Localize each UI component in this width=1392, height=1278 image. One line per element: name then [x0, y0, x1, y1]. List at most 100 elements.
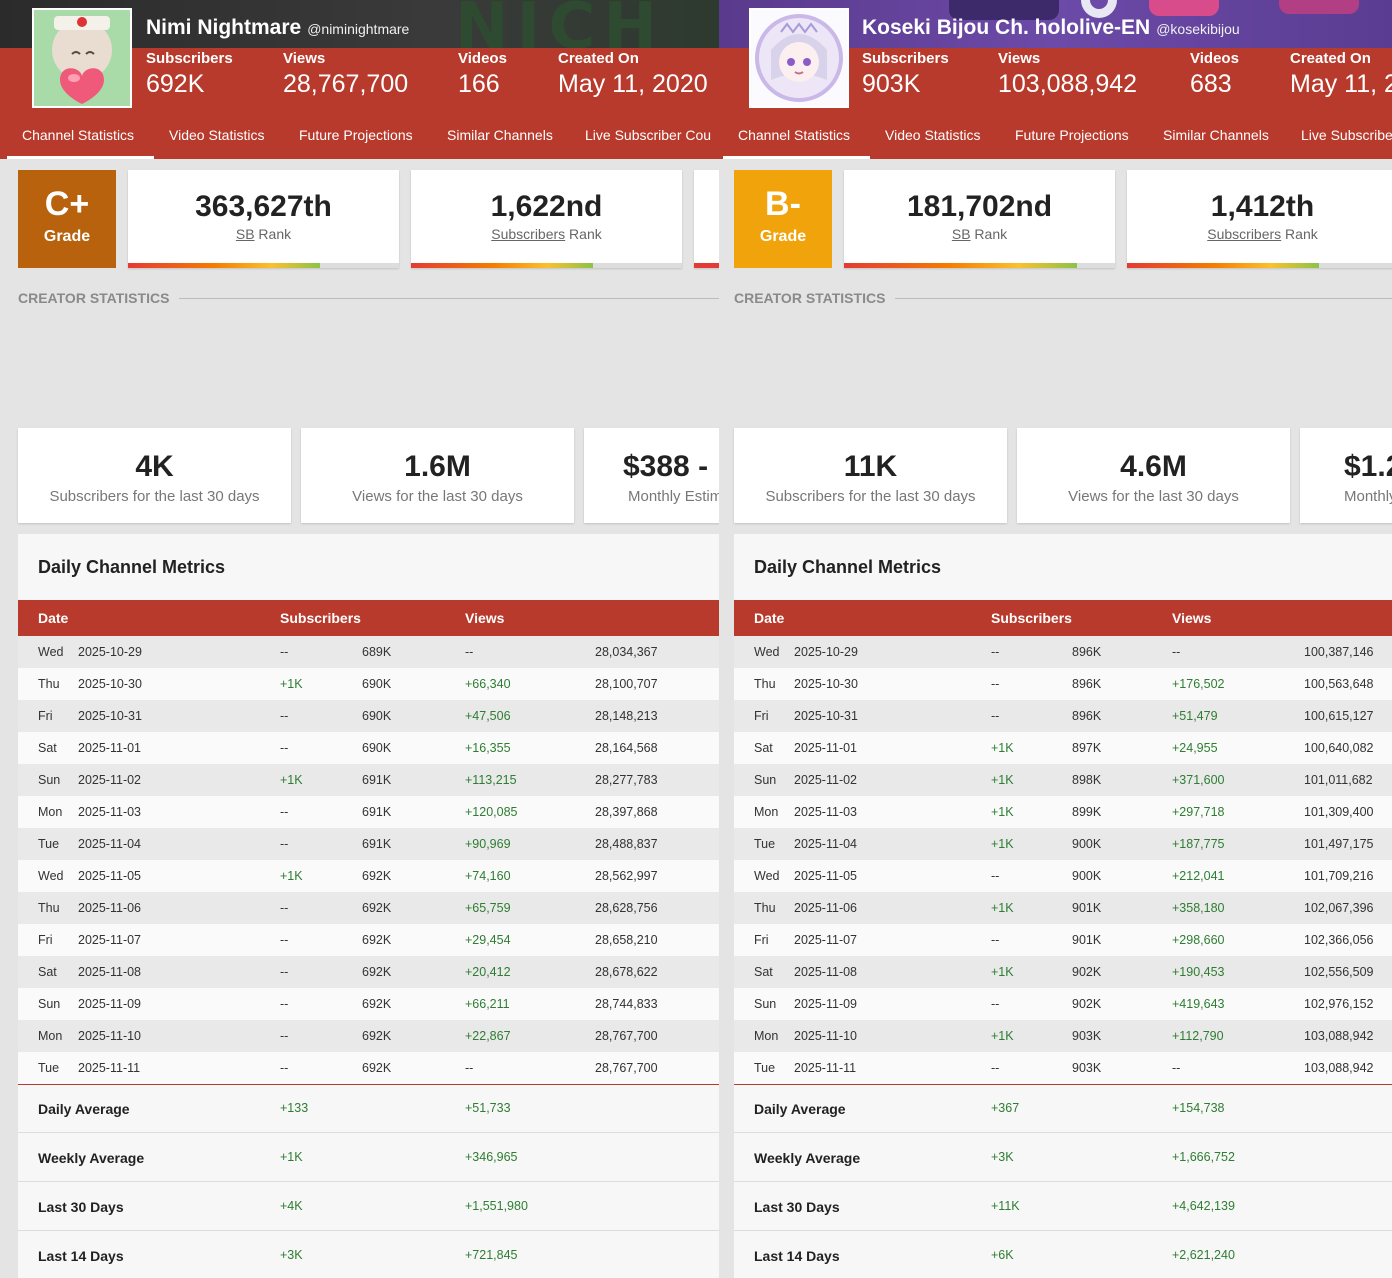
tab-video-statistics[interactable]: Video Statistics: [885, 127, 981, 143]
cell-subscribers: 692K: [362, 1029, 392, 1043]
cell-views: 101,497,175: [1304, 837, 1374, 851]
tab-similar-channels[interactable]: Similar Channels: [1163, 127, 1269, 143]
cell-subscriber-change: +1K: [991, 741, 1014, 755]
cell-date: 2025-10-29: [794, 645, 858, 659]
cell-subscribers: 692K: [362, 869, 392, 883]
summary-subscribers: +6K: [991, 1248, 1014, 1262]
column-header-subscribers[interactable]: Subscribers: [991, 610, 1072, 626]
cell-subscribers: 690K: [362, 677, 392, 691]
daily-metrics-table: Daily Channel Metrics Date Subscribers V…: [18, 534, 719, 1278]
tab-channel-statistics[interactable]: Channel Statistics: [738, 127, 851, 143]
rank-suffix: Rank: [970, 226, 1008, 242]
cell-subscribers: 692K: [362, 997, 392, 1011]
table-row: Tue 2025-11-04 -- 691K +90,969 28,488,837: [18, 828, 719, 860]
cell-date: 2025-11-05: [78, 869, 142, 883]
stat-label: Videos: [458, 50, 507, 67]
rank-card-sb: 181,702nd SB Rank: [844, 170, 1115, 268]
rank-card-subscribers: 1,412th Subscribers Rank: [1127, 170, 1392, 268]
cell-view-change: +190,453: [1172, 965, 1225, 979]
summary-views: +346,965: [465, 1150, 518, 1164]
rank-term[interactable]: SB: [235, 226, 255, 242]
summary-subscribers: +367: [991, 1101, 1020, 1115]
cell-date: 2025-11-10: [794, 1029, 858, 1043]
summary-separator: [18, 1084, 719, 1085]
tab-live-subscriber-count[interactable]: Live Subscribe: [1301, 127, 1392, 143]
stat-card-subscribers-30d: 11K Subscribers for the last 30 days: [734, 428, 1007, 523]
rank-value: 1,412th: [1210, 190, 1315, 223]
cell-date: 2025-11-06: [78, 901, 142, 915]
cell-subscribers: 897K: [1072, 741, 1102, 755]
cell-subscribers: 899K: [1072, 805, 1102, 819]
cell-views: 28,658,210: [595, 933, 658, 947]
column-header-date[interactable]: Date: [38, 610, 69, 626]
cell-day: Mon: [754, 805, 779, 819]
tab-video-statistics[interactable]: Video Statistics: [169, 127, 265, 143]
stat-value: 28,767,700: [283, 70, 409, 98]
cell-date: 2025-11-03: [794, 805, 858, 819]
table-row: Mon 2025-11-03 +1K 899K +297,718 101,309,400: [734, 796, 1392, 828]
cell-subscribers: 902K: [1072, 965, 1102, 979]
summary-subscribers: +3K: [280, 1248, 303, 1262]
cell-day: Wed: [754, 645, 780, 659]
cell-subscriber-change: --: [991, 645, 1000, 659]
cell-date: 2025-11-08: [78, 965, 142, 979]
channel-panel-nimi: NICH Nimi Nightmare @niminightmare Subscr…: [0, 0, 719, 1278]
summary-label: Last 14 Days: [754, 1248, 840, 1264]
cell-date: 2025-11-09: [794, 997, 858, 1011]
table-row: Sat 2025-11-01 -- 690K +16,355 28,164,568: [18, 732, 719, 764]
cell-day: Tue: [754, 837, 776, 851]
channel-title[interactable]: Nimi Nightmare: [146, 16, 302, 39]
cell-subscriber-change: --: [280, 709, 289, 723]
cell-date: 2025-11-02: [794, 773, 858, 787]
tab-live-subscriber-count[interactable]: Live Subscriber Cou: [585, 127, 712, 143]
column-header-views[interactable]: Views: [465, 610, 505, 626]
cell-day: Sun: [754, 997, 777, 1011]
row-divider: [734, 1230, 1392, 1231]
stat-label: Subscribers: [862, 50, 949, 67]
cell-day: Thu: [754, 901, 776, 915]
channel-handle[interactable]: @niminightmare: [307, 21, 410, 37]
summary-label: Daily Average: [754, 1101, 846, 1117]
table-row: Fri 2025-11-07 -- 901K +298,660 102,366,056: [734, 924, 1392, 956]
column-header-views[interactable]: Views: [1172, 610, 1212, 626]
tab-channel-statistics[interactable]: Channel Statistics: [22, 127, 135, 143]
summary-views: +154,738: [1172, 1101, 1225, 1115]
summary-row: Last 30 Days +11K +4,642,139: [734, 1183, 1392, 1231]
cell-subscriber-change: --: [280, 933, 289, 947]
summary-row: Weekly Average +3K +1,666,752: [734, 1134, 1392, 1182]
summary-views: +2,621,240: [1172, 1248, 1235, 1262]
cell-views: 103,088,942: [1304, 1061, 1374, 1075]
column-header-subscribers[interactable]: Subscribers: [280, 610, 361, 626]
tab-future-projections[interactable]: Future Projections: [1015, 127, 1129, 143]
rank-term[interactable]: Subscribers: [1207, 226, 1282, 242]
row-divider: [18, 1181, 719, 1182]
table-row: Sat 2025-11-08 +1K 902K +190,453 102,556,509: [734, 956, 1392, 988]
stat-value: 166: [458, 70, 500, 98]
section-divider: [179, 298, 719, 299]
cell-date: 2025-11-11: [78, 1061, 141, 1075]
tab-similar-channels[interactable]: Similar Channels: [447, 127, 553, 143]
cell-subscribers: 900K: [1072, 837, 1102, 851]
column-header-date[interactable]: Date: [754, 610, 785, 626]
card-label: Monthly Estim: [628, 488, 719, 505]
cell-views: 28,397,868: [595, 805, 658, 819]
active-tab-indicator: [7, 156, 154, 159]
channel-handle[interactable]: @kosekibijou: [1156, 21, 1240, 37]
channel-avatar[interactable]: [749, 8, 849, 108]
card-label: Subscribers for the last 30 days: [49, 488, 260, 505]
stat-label: Subscribers: [146, 50, 233, 67]
cell-subscriber-change: --: [280, 1029, 289, 1043]
table-row: Sun 2025-11-09 -- 902K +419,643 102,976,152: [734, 988, 1392, 1020]
cell-day: Wed: [38, 869, 64, 883]
channel-title[interactable]: Koseki Bijou Ch. hololive-EN: [862, 16, 1151, 39]
table-row: Thu 2025-10-30 +1K 690K +66,340 28,100,707: [18, 668, 719, 700]
tab-future-projections[interactable]: Future Projections: [299, 127, 413, 143]
cell-view-change: +112,790: [1172, 1029, 1224, 1043]
cell-view-change: +358,180: [1172, 901, 1225, 915]
cell-date: 2025-11-08: [794, 965, 858, 979]
card-value: 1.6M: [404, 450, 471, 483]
rank-term[interactable]: SB: [951, 226, 971, 242]
summary-label: Last 30 Days: [38, 1199, 124, 1215]
channel-avatar[interactable]: [32, 8, 132, 108]
rank-term[interactable]: Subscribers: [491, 226, 566, 242]
